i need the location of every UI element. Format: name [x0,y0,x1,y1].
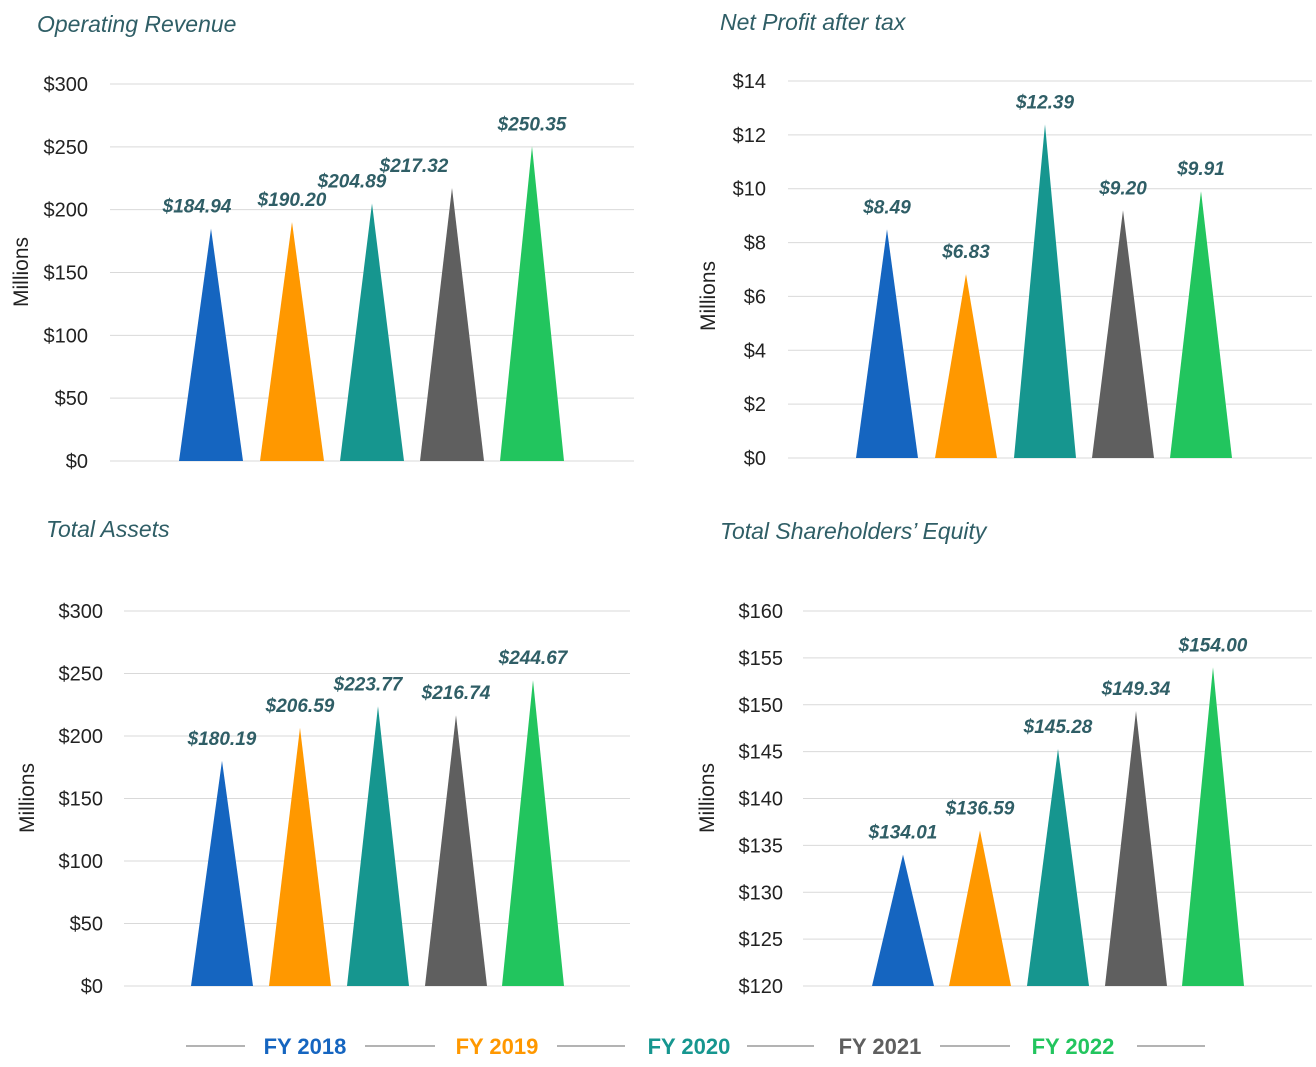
data-label: $8.49 [862,197,911,218]
bar-fy-2021 [420,187,484,462]
y-tick-label: $155 [739,648,784,670]
bar-fy-2020 [340,203,404,462]
chart-shareholders-equity: Total Shareholders’ Equity Millions $120… [696,518,1312,998]
chart-title: Total Shareholders’ Equity [720,518,988,544]
data-label: $136.59 [945,798,1015,819]
legend-item-fy-2018: FY 2018 [264,1034,347,1059]
y-tick-label: $300 [44,74,89,96]
y-tick-label: $250 [44,137,89,159]
y-axis-label: Millions [696,763,719,833]
data-label: $149.34 [1101,679,1171,700]
chart-total-assets: Total Assets Millions $0 $50 $100 $150 $200 $… [16,516,630,998]
y-tick-label: $100 [44,325,89,347]
y-tick-label: $250 [59,664,104,686]
bar-fy-2022 [1170,191,1232,458]
chart-title: Total Assets [46,516,170,542]
y-tick-label: $0 [66,451,88,473]
chart-operating-revenue: Operating Revenue Millions $0 $50 $100 $150… [10,11,634,473]
data-label: $190.20 [257,190,327,211]
bar-fy-2021 [425,715,487,986]
data-label: $180.19 [187,729,257,750]
bar-fy-2018 [179,228,243,461]
bar-fy-2019 [949,830,1011,986]
legend-item-fy-2019: FY 2019 [456,1034,539,1059]
y-tick-label: $14 [733,71,766,93]
data-label: $216.74 [421,683,491,704]
y-tick-label: $135 [739,835,784,857]
y-axis-label: Millions [697,261,720,331]
legend-item-fy-2021: FY 2021 [839,1034,922,1059]
y-tick-label: $200 [44,200,89,222]
y-tick-label: $300 [59,601,104,623]
data-label: $223.77 [333,674,404,695]
y-tick-label: $100 [59,851,104,873]
y-axis-label: Millions [16,763,39,833]
data-label: $12.39 [1015,92,1075,113]
y-tick-label: $0 [744,448,766,470]
chart-title: Operating Revenue [37,11,236,37]
legend: FY 2018 FY 2019 FY 2020 FY 2021 FY 2022 [186,1034,1205,1059]
legend-item-fy-2022: FY 2022 [1032,1034,1115,1059]
y-tick-label: $200 [59,726,104,748]
y-tick-label: $130 [739,882,784,904]
y-tick-label: $50 [55,388,88,410]
y-tick-label: $140 [739,789,784,811]
data-label: $217.32 [379,156,449,177]
data-label: $145.28 [1023,717,1093,738]
data-label: $204.89 [317,172,387,193]
data-label: $206.59 [265,696,335,717]
bar-fy-2020 [347,706,409,986]
bar-fy-2022 [1182,667,1244,986]
bar-fy-2018 [191,760,253,986]
y-tick-label: $10 [733,179,766,201]
bar-fy-2021 [1092,210,1154,458]
y-tick-label: $150 [739,695,784,717]
data-label: $134.01 [868,823,938,844]
y-tick-label: $2 [744,394,766,416]
bar-fy-2018 [856,229,918,458]
chart-net-profit: Net Profit after tax Millions $0 $2 $4 $6 $8… [697,9,1312,470]
data-label: $9.20 [1098,178,1147,199]
y-tick-label: $0 [81,976,103,998]
bar-fy-2019 [260,221,324,461]
bar-fy-2019 [269,727,331,986]
y-tick-label: $4 [744,340,766,362]
data-label: $184.94 [162,197,232,218]
y-tick-label: $150 [44,263,89,285]
data-label: $244.67 [498,648,569,669]
bar-fy-2020 [1014,124,1076,458]
bar-fy-2022 [500,146,564,461]
y-tick-label: $50 [70,914,103,936]
bar-fy-2020 [1027,749,1089,986]
data-label: $9.91 [1176,159,1225,180]
y-tick-label: $8 [744,233,766,255]
legend-item-fy-2020: FY 2020 [648,1034,731,1059]
y-tick-label: $150 [59,789,104,811]
y-tick-label: $120 [739,976,784,998]
y-tick-label: $160 [739,601,784,623]
data-label: $250.35 [497,114,567,135]
data-label: $154.00 [1178,635,1248,656]
y-tick-label: $145 [739,742,784,764]
bar-fy-2018 [872,854,934,986]
bar-fy-2019 [935,274,997,458]
bar-fy-2021 [1105,710,1167,986]
chart-title: Net Profit after tax [720,9,907,35]
y-tick-label: $12 [733,125,766,147]
y-axis-label: Millions [10,237,33,307]
y-tick-label: $125 [739,929,784,951]
bar-fy-2022 [502,680,564,986]
data-label: $6.83 [941,242,990,263]
y-tick-label: $6 [744,286,766,308]
